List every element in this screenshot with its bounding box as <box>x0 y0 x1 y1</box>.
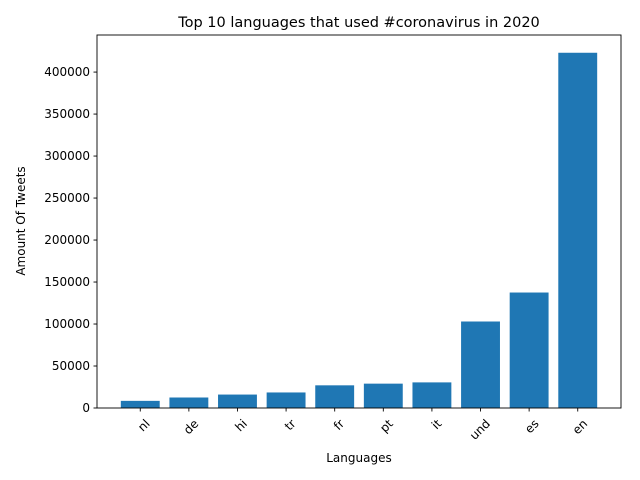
bar-und <box>461 321 500 408</box>
y-tick-label: 100000 <box>44 317 90 331</box>
x-tick-label: en <box>570 417 591 438</box>
bar-tr <box>267 392 306 408</box>
x-tick-label: hi <box>232 417 250 435</box>
x-tick-label: fr <box>331 417 347 433</box>
bar-es <box>510 293 549 408</box>
y-tick-label: 400000 <box>44 65 90 79</box>
y-tick-label: 350000 <box>44 107 90 121</box>
bar-nl <box>121 401 160 408</box>
bar-fr <box>315 385 354 408</box>
x-tick-label: nl <box>135 417 153 435</box>
y-tick-label: 200000 <box>44 233 90 247</box>
y-axis-label: Amount Of Tweets <box>14 166 28 275</box>
chart-title: Top 10 languages that used #coronavirus … <box>177 15 540 31</box>
bar-series <box>121 53 597 408</box>
x-tick-label: de <box>181 417 202 438</box>
y-axis-ticks: 0 50000 100000 150000 200000 250000 300000 3500… <box>44 65 97 415</box>
bar-pt <box>364 384 403 408</box>
bar-it <box>412 382 451 408</box>
x-axis-ticks: nl de hi tr fr pt it und es en <box>135 408 590 443</box>
x-tick-label: tr <box>282 417 299 434</box>
y-tick-label: 0 <box>82 401 90 415</box>
x-tick-label: pt <box>377 416 396 435</box>
y-tick-label: 250000 <box>44 191 90 205</box>
x-tick-label: it <box>429 416 445 432</box>
y-tick-label: 300000 <box>44 149 90 163</box>
bar-hi <box>218 395 257 408</box>
x-tick-label: und <box>467 417 493 443</box>
bar-en <box>558 53 597 408</box>
x-axis-label: Languages <box>326 451 391 465</box>
y-tick-label: 150000 <box>44 275 90 289</box>
x-tick-label: es <box>522 417 542 437</box>
y-tick-label: 50000 <box>52 359 90 373</box>
bar-de <box>169 398 208 408</box>
